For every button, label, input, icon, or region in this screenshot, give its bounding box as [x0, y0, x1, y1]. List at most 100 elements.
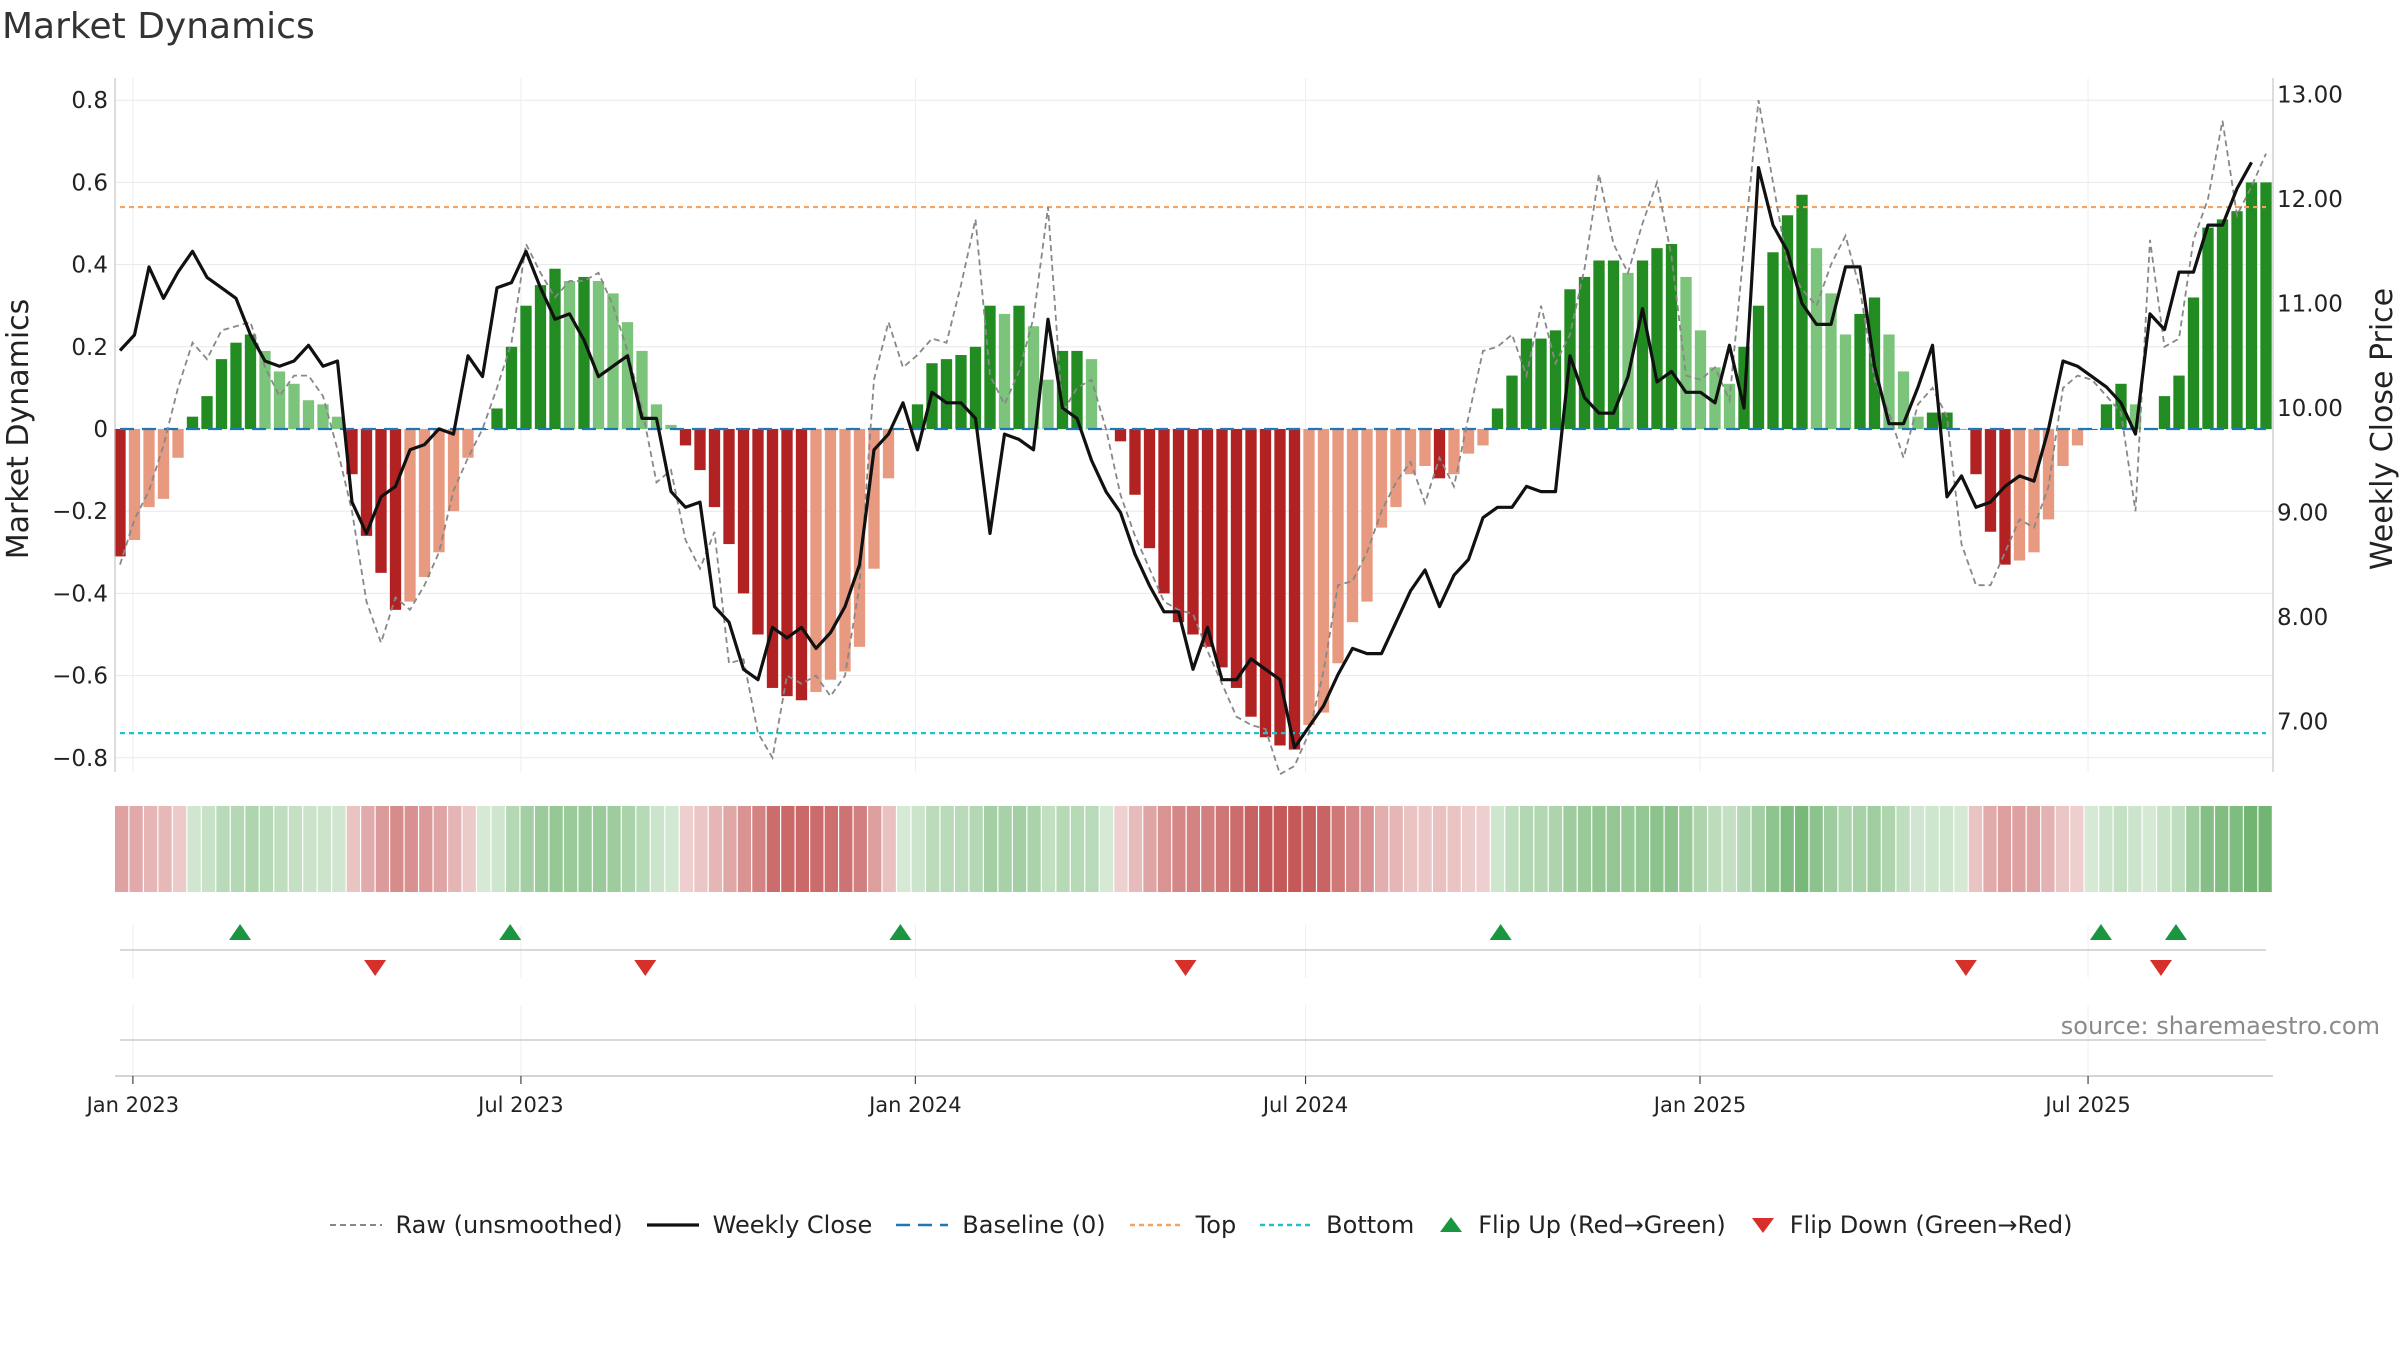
strip-cell [563, 806, 578, 892]
strip-cell [2200, 806, 2214, 892]
strip-cell [115, 806, 129, 892]
dynamics-bar [810, 429, 822, 693]
strip-cell [1375, 806, 1389, 892]
legend-label: Top [1195, 1211, 1237, 1239]
dynamics-bar [1332, 429, 1344, 664]
dynamics-bar [1129, 429, 1141, 495]
dynamics-bar [998, 313, 1011, 429]
strip-cell [1896, 806, 1910, 892]
strip-cell [723, 806, 737, 892]
strip-cell [506, 806, 520, 892]
dynamics-bar [694, 429, 706, 471]
strip-cell [882, 806, 896, 892]
strip-cell [1519, 806, 1534, 892]
strip-cell [390, 806, 404, 892]
weekly-close-line [118, 161, 2253, 750]
strip-cell [1867, 806, 1881, 892]
strip-cell [1186, 806, 1201, 892]
strip-cell [1548, 806, 1563, 892]
right-tick-label: 13.00 [2277, 83, 2343, 109]
dynamics-bar [1013, 305, 1025, 429]
x-tick-label: Jan 2024 [867, 1093, 962, 1117]
strip-cell [520, 806, 534, 892]
legend-item-weekly: Weekly Close [645, 1211, 873, 1239]
dynamics-bar [781, 429, 793, 697]
left-tick-label: 0.2 [71, 335, 108, 361]
strip-cell [549, 806, 563, 892]
flip-up-marker [2089, 924, 2112, 940]
dynamics-bar [1042, 379, 1054, 429]
strip-cell [1099, 806, 1114, 892]
strip-cell [1577, 806, 1592, 892]
strip-cell [2099, 806, 2113, 892]
flip-down-marker [1174, 960, 1197, 976]
flip-up-swatch-icon [1436, 1214, 1466, 1236]
strip-cell [679, 806, 694, 892]
dynamics-bar [969, 346, 982, 429]
strip-cell [535, 806, 549, 892]
strip-cell [708, 806, 723, 892]
strip-cell [2026, 806, 2041, 892]
strip-cell [2128, 806, 2142, 892]
dynamics-bar [1622, 272, 1634, 429]
legend-label: Flip Down (Green→Red) [1789, 1211, 2073, 1239]
dynamics-bar [853, 429, 866, 647]
dynamics-bar [1114, 429, 1127, 442]
left-tick-label: −0.4 [52, 581, 108, 607]
legend-label: Bottom [1326, 1211, 1415, 1239]
flip-down-marker [2149, 960, 2172, 976]
legend: Raw (unsmoothed) Weekly Close Baseline (0)… [0, 1205, 2400, 1245]
flip-panel [120, 924, 2266, 978]
strip-cell [1012, 806, 1027, 892]
strip-cell [448, 806, 462, 892]
dynamics-bar [1056, 350, 1069, 429]
legend-label: Weekly Close [712, 1211, 873, 1239]
strip-cell [1404, 806, 1418, 892]
dynamics-bar [679, 429, 692, 446]
dynamics-bar [1303, 429, 1315, 725]
flip-down-swatch-icon [1748, 1214, 1778, 1236]
strip-cell [1172, 806, 1186, 892]
dynamics-bar [940, 359, 953, 429]
dynamics-bar [1491, 408, 1504, 429]
left-axis-label: Market Dynamics [1, 299, 36, 560]
strip-cell [1795, 806, 1809, 892]
dynamics-bar [1912, 416, 1924, 429]
dynamics-bar [882, 429, 895, 479]
left-tick-label: 0.6 [71, 170, 108, 196]
strip-cell [2041, 806, 2055, 892]
dynamics-bar [824, 429, 837, 680]
axes: 0.8 0.6 0.4 0.2 0 −0.2 −0.4 −0.6 −0.8 Jan 2023 Jul… [1, 78, 2400, 1117]
dynamics-bar [317, 404, 329, 429]
x-tick-label: Jul 2024 [1261, 1093, 1348, 1117]
strip-cell [1997, 806, 2012, 892]
heat-strip [115, 806, 2272, 892]
strip-cell [1070, 806, 1085, 892]
dynamics-bar [1071, 350, 1083, 429]
dynamics-bar [984, 305, 996, 429]
strip-cell [1027, 806, 1041, 892]
dynamics-bar [1694, 330, 1707, 429]
strip-cell [636, 806, 650, 892]
dynamics-bar [1651, 248, 1663, 429]
dynamics-bar [2100, 404, 2113, 429]
dynamics-bar [1955, 429, 1968, 430]
dynamics-bar [331, 416, 344, 429]
dynamics-bar [273, 371, 286, 429]
strip-cell [303, 806, 317, 892]
chart-title: Market Dynamics [2, 6, 315, 47]
flip-up-marker [2164, 924, 2187, 940]
dynamics-bar [1346, 429, 1359, 623]
strip-cell [1983, 806, 1997, 892]
strip-cell [375, 806, 389, 892]
bottom-panel [115, 1005, 2273, 1077]
strip-cell [187, 806, 201, 892]
strip-cell [1331, 806, 1345, 892]
strip-cell [1606, 806, 1621, 892]
right-tick-label: 10.00 [2277, 396, 2343, 422]
dynamics-bar [505, 346, 518, 429]
dynamics-bar [1535, 338, 1547, 429]
raw-line [119, 100, 2267, 776]
right-tick-label: 12.00 [2277, 187, 2343, 213]
dynamics-bar [1085, 359, 1098, 429]
